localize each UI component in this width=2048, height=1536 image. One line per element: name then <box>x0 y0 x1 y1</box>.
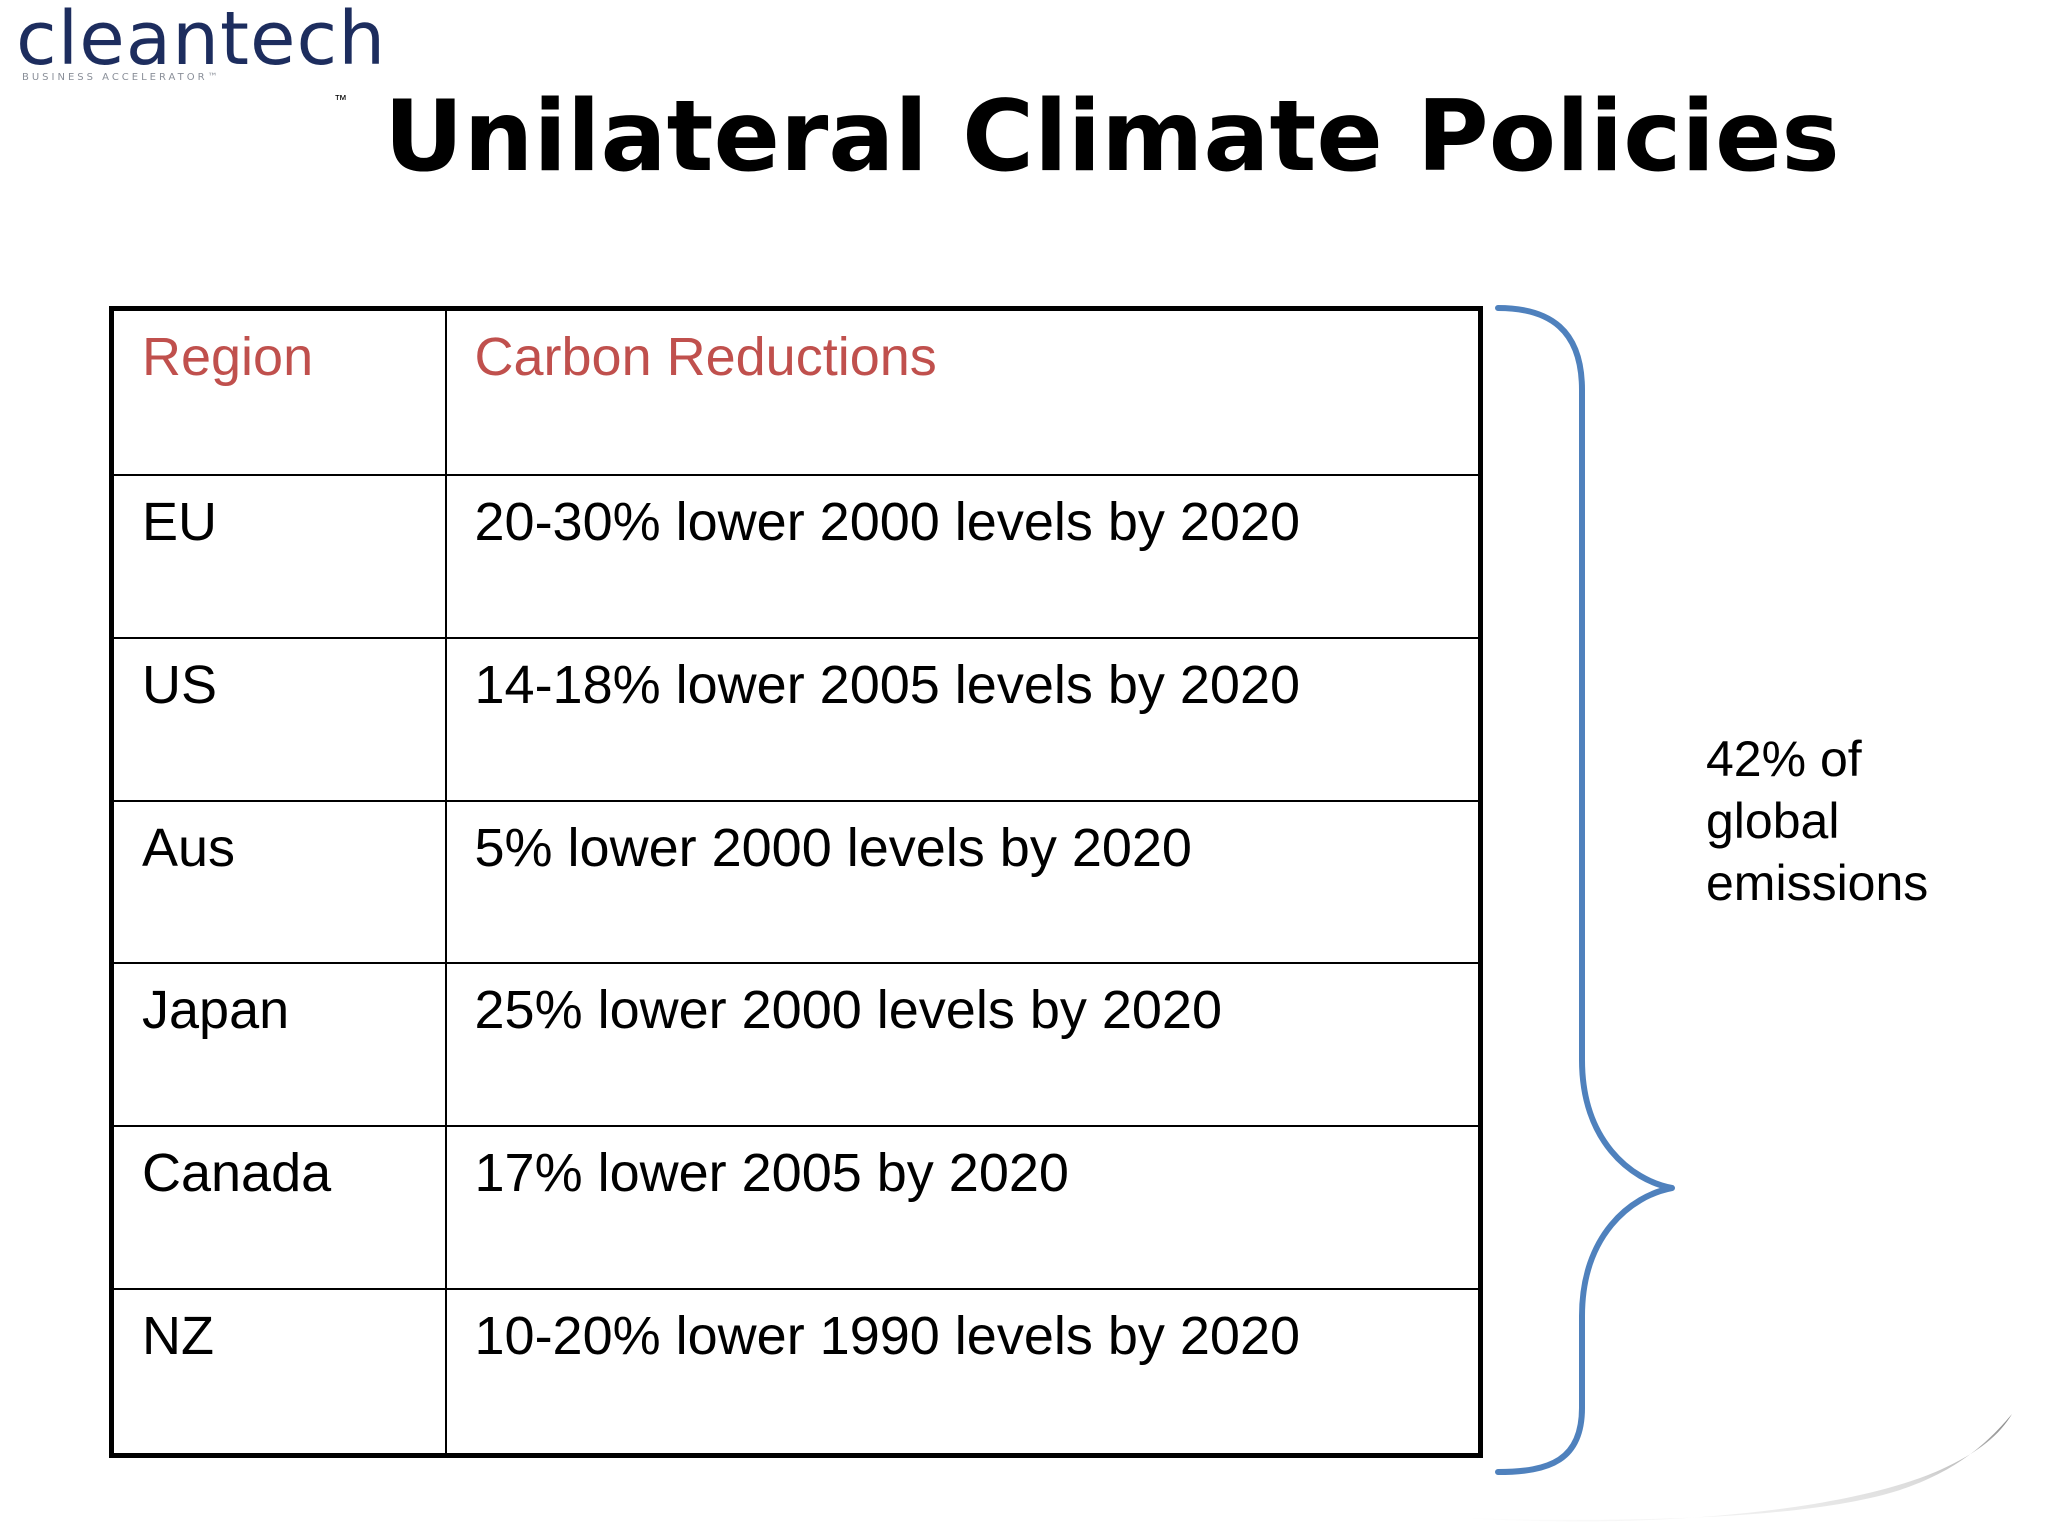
reduction-cell: 25% lower 2000 levels by 2020 <box>444 962 1482 1128</box>
label-line: global <box>1706 793 1840 849</box>
table-row: NZ 10-20% lower 1990 levels by 2020 <box>110 1288 1482 1457</box>
right-curly-brace <box>1495 305 1675 1475</box>
table-row: Canada 17% lower 2005 by 2020 <box>110 1125 1482 1291</box>
brace-path <box>1495 305 1675 1475</box>
label-line: emissions <box>1706 855 1929 911</box>
reduction-cell: 14-18% lower 2005 levels by 2020 <box>444 636 1482 802</box>
carbon-reductions-table: Region Carbon Reductions EU 20-30% lower… <box>109 306 1483 1458</box>
logo-tagline: BUSINESS ACCELERATOR™ <box>22 72 221 83</box>
header-carbon-reductions: Carbon Reductions <box>444 307 1482 476</box>
region-cell: EU <box>110 473 447 639</box>
table-row: EU 20-30% lower 2000 levels by 2020 <box>110 473 1482 639</box>
page-curl-decoration <box>1460 1414 2012 1522</box>
logo-wordmark: cleantech <box>16 0 387 82</box>
reduction-cell: 20-30% lower 2000 levels by 2020 <box>444 473 1482 639</box>
table-row: Japan 25% lower 2000 levels by 2020 <box>110 962 1482 1128</box>
header-region: Region <box>110 307 447 476</box>
reduction-cell: 5% lower 2000 levels by 2020 <box>444 799 1482 965</box>
cleantech-logo: cleantech BUSINESS ACCELERATOR™ <box>16 2 396 112</box>
table-header-row: Region Carbon Reductions <box>110 307 1482 476</box>
trademark-symbol: ™ <box>334 92 347 107</box>
region-cell: Japan <box>110 962 447 1128</box>
slide-title: Unilateral Climate Policies <box>384 80 1840 194</box>
table-row: Aus 5% lower 2000 levels by 2020 <box>110 799 1482 965</box>
region-cell: Canada <box>110 1125 447 1291</box>
reduction-cell: 10-20% lower 1990 levels by 2020 <box>444 1288 1482 1457</box>
region-cell: US <box>110 636 447 802</box>
reduction-cell: 17% lower 2005 by 2020 <box>444 1125 1482 1291</box>
global-emissions-label: 42% of global emissions <box>1706 728 2026 914</box>
table-row: US 14-18% lower 2005 levels by 2020 <box>110 636 1482 802</box>
label-line: 42% of <box>1706 731 1862 787</box>
region-cell: Aus <box>110 799 447 965</box>
region-cell: NZ <box>110 1288 447 1457</box>
